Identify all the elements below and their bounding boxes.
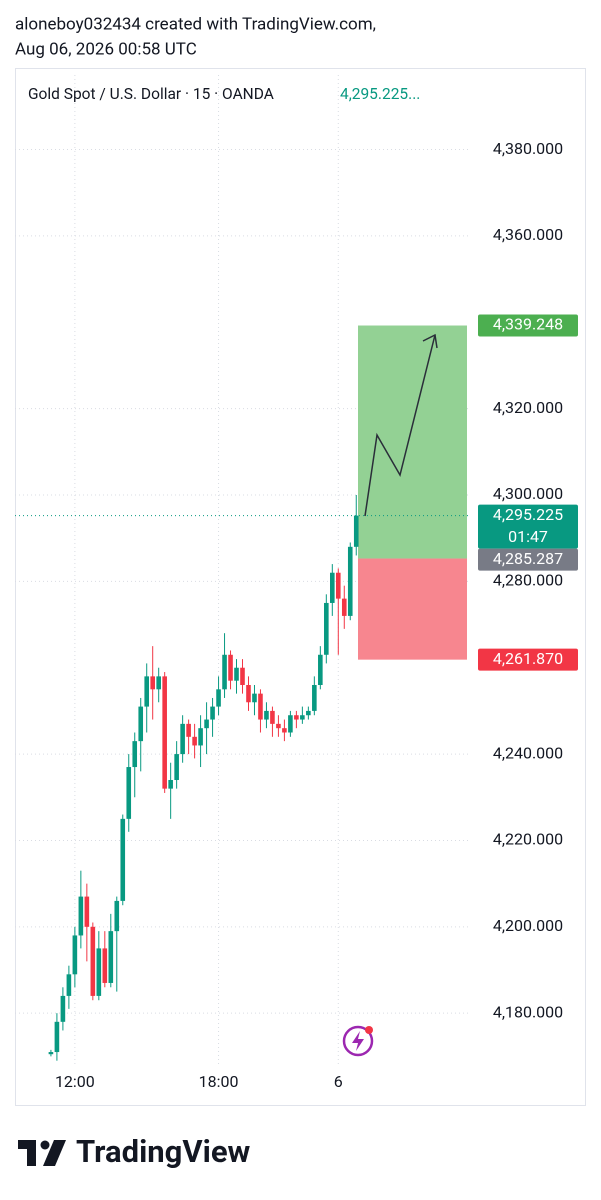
candle-body [330,572,335,603]
candle-body [312,685,317,711]
x-tick-label: 12:00 [55,1072,95,1091]
candle-body [132,741,138,768]
price-label-box [478,548,578,571]
candle-body [60,995,66,1022]
price-label: 4,285.287 [493,549,563,568]
countdown: 01:47 [508,527,548,546]
chart-title: Gold Spot / U.S. Dollar · 15 · OANDA [28,85,274,103]
candle-body [180,723,185,755]
y-tick-label: 4,360.000 [493,225,563,244]
candle-body [192,736,197,746]
arrow-head [422,333,438,349]
brand: TradingView [18,1133,251,1170]
candle-body [186,723,191,737]
candle-body [258,693,263,720]
candle-body [72,935,78,975]
y-tick-label: 4,200.000 [493,916,563,935]
candle-body [198,728,203,746]
logo-part [43,1140,66,1166]
candle-body [216,689,221,707]
price-label: 4,261.870 [493,649,563,668]
candle-body [120,818,126,901]
candle-body [210,706,215,720]
y-tick-label: 4,280.000 [493,571,563,590]
candle-body [204,719,209,729]
candle-body [347,546,353,616]
candle-body [252,693,257,703]
candle-body [174,754,179,780]
candle-body [234,667,239,681]
arrow-drawing [364,333,438,517]
candle-body [84,896,90,927]
candle-body [138,706,144,742]
plot: 4,180.000 4,200.000 4,220.000 4,240.000 4,28… [15,75,578,1091]
y-tick-label: 4,220.000 [493,830,563,849]
candle-body [335,572,341,599]
candle-body [288,715,293,733]
candle-body [294,715,299,720]
logo-part [18,1140,36,1166]
icon-dot [365,1026,373,1034]
icon-bolt [352,1031,364,1051]
candle-body [240,667,245,685]
candle-body [264,710,269,720]
candle-body [246,685,251,703]
target-zone [358,325,467,559]
y-tick-label: 4,240.000 [493,743,563,762]
price-label-box [478,504,578,549]
x-tick-label: 6 [334,1072,343,1091]
brand-name: TradingView [76,1133,251,1170]
candle-body [90,926,96,996]
price-label: 4,339.248 [493,315,563,334]
y-tick-label: 4,300.000 [493,484,563,503]
candle-body [276,723,281,729]
price-label-box [478,314,578,337]
candle-body [300,715,305,720]
candle-body [324,602,329,655]
y-tick-label: 4,380.000 [493,139,563,158]
candle-body [341,598,347,616]
candle-body [270,710,275,724]
candle-body [114,900,120,932]
candle-body [126,767,132,819]
price-label-box [478,648,578,671]
candle-body [66,974,72,996]
y-tick-label: 4,180.000 [493,1002,563,1021]
candle-body [150,676,155,690]
candle-body [78,896,84,936]
candle-body [318,654,323,685]
candle-body [96,948,102,996]
candle-body [162,676,167,789]
timestamp: Aug 06, 2026 00:58 UTC [15,39,197,59]
candle-body [222,654,227,690]
attribution: aloneboy032434 created with TradingView.… [15,14,376,34]
header-price: 4,295.225... [340,85,420,103]
candle-body [306,710,311,716]
candle-body [54,1021,60,1053]
candle-body [108,931,114,983]
candle-body [228,654,233,681]
stop-zone [358,558,467,660]
header: Gold Spot / U.S. Dollar · 15 · OANDA 4,2… [28,85,420,103]
candle-body [144,676,150,707]
arrow [364,334,436,517]
logo-part [40,1140,50,1150]
candle-body [282,728,287,733]
y-tick-label: 4,320.000 [493,398,563,417]
price-label: 4,295.225 [493,505,563,524]
candle-body [168,780,173,789]
candle-body [353,515,359,547]
replay-icon [342,1025,374,1057]
candle-body [102,948,108,983]
x-tick-label: 18:00 [199,1072,239,1091]
candle-body [48,1052,54,1055]
candle-body [156,676,161,690]
